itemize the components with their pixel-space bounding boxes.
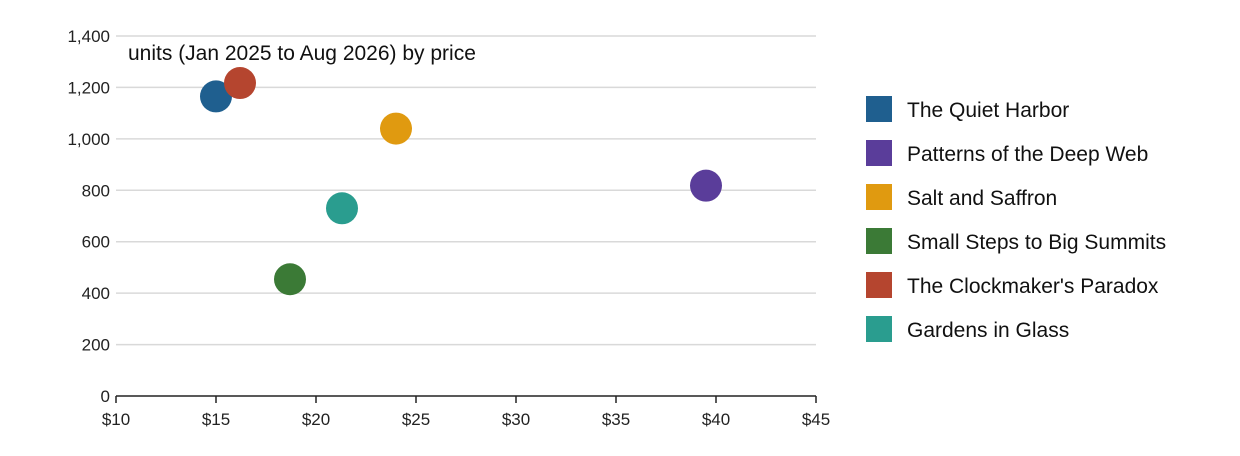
x-tick-label: $35 bbox=[602, 410, 630, 429]
chart-title: units (Jan 2025 to Aug 2026) by price bbox=[128, 42, 476, 65]
y-tick-label: 800 bbox=[82, 181, 110, 200]
legend-swatch bbox=[866, 96, 892, 122]
y-tick-label: 400 bbox=[82, 284, 110, 303]
y-tick-label: 1,000 bbox=[67, 130, 110, 149]
axes: 0 200 400 600 800 1,000 1,200 1,400 $10 $15 $20 $25… bbox=[67, 27, 830, 429]
y-tick-label: 600 bbox=[82, 233, 110, 252]
legend-label: Gardens in Glass bbox=[907, 319, 1069, 342]
legend-swatch bbox=[866, 316, 892, 342]
x-tick-label: $20 bbox=[302, 410, 330, 429]
y-tick-label: 1,200 bbox=[67, 78, 110, 97]
legend-label: The Quiet Harbor bbox=[907, 99, 1069, 122]
data-point bbox=[380, 112, 412, 145]
data-point bbox=[690, 169, 722, 202]
data-point bbox=[326, 192, 358, 225]
x-tick-label: $15 bbox=[202, 410, 230, 429]
legend-label: Small Steps to Big Summits bbox=[907, 231, 1166, 254]
legend: The Quiet Harbor Patterns of the Deep Web… bbox=[866, 96, 1166, 342]
data-point bbox=[200, 80, 232, 113]
legend-swatch bbox=[866, 140, 892, 166]
x-tick-label: $25 bbox=[402, 410, 430, 429]
y-tick-label: 200 bbox=[82, 336, 110, 355]
x-tick-label: $45 bbox=[802, 410, 830, 429]
legend-swatch bbox=[866, 184, 892, 210]
y-tick-label: 1,400 bbox=[67, 27, 110, 46]
data-point bbox=[274, 263, 306, 296]
y-tick-label: 0 bbox=[101, 387, 110, 406]
x-tick-label: $40 bbox=[702, 410, 730, 429]
legend-swatch bbox=[866, 272, 892, 298]
x-tick-label: $10 bbox=[102, 410, 130, 429]
legend-swatch bbox=[866, 228, 892, 254]
data-point bbox=[224, 67, 256, 100]
legend-label: Salt and Saffron bbox=[907, 187, 1057, 210]
data-points bbox=[200, 67, 722, 296]
legend-label: Patterns of the Deep Web bbox=[907, 143, 1148, 166]
legend-label: The Clockmaker's Paradox bbox=[907, 275, 1159, 298]
x-tick-label: $30 bbox=[502, 410, 530, 429]
